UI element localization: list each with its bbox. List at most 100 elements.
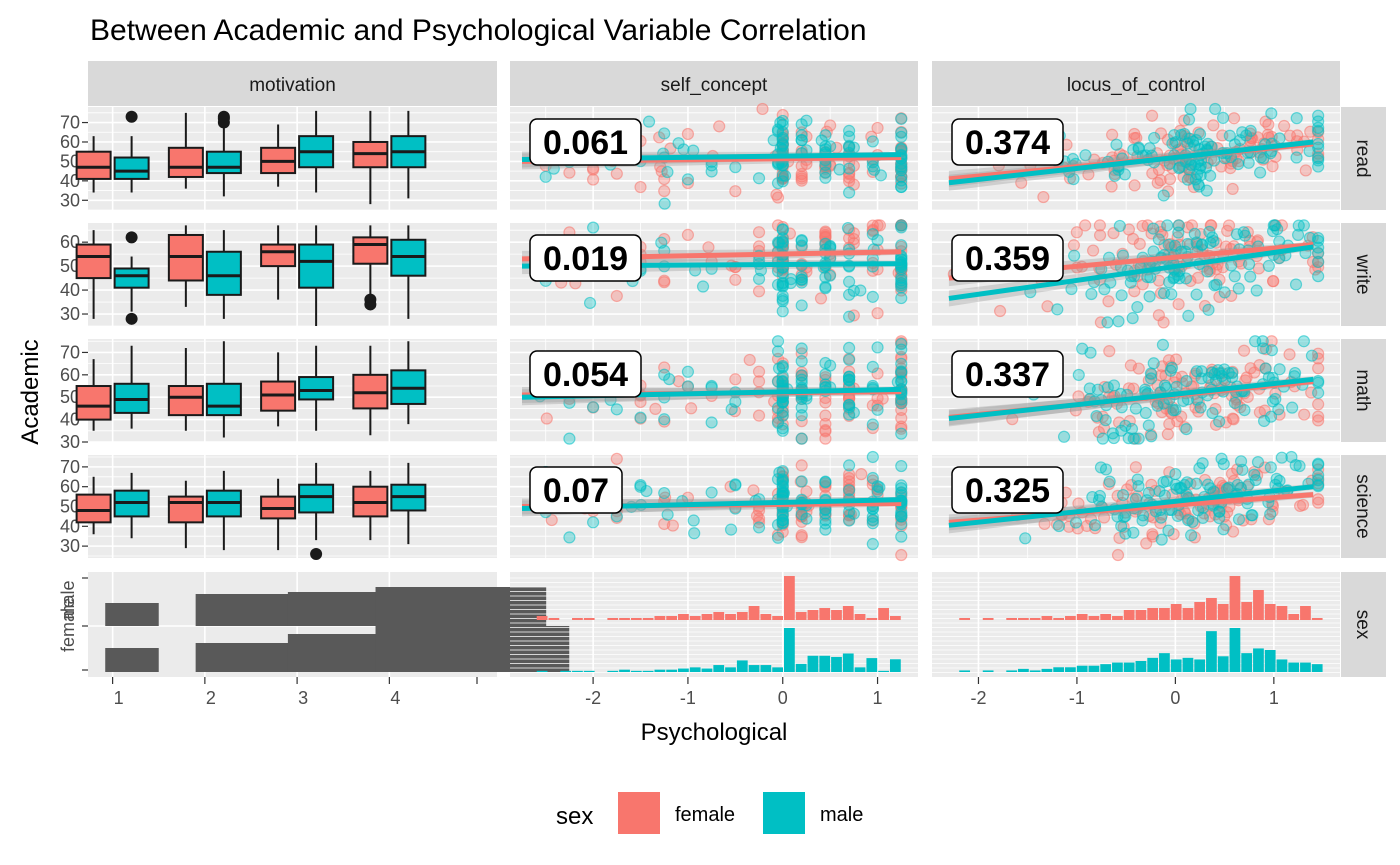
scatter-point [587, 516, 600, 529]
hist-bar-locus_of_control-male [1253, 648, 1264, 672]
scatter-point [1173, 481, 1186, 495]
scatter-point [833, 163, 846, 176]
scatter-point [1312, 386, 1325, 399]
scatter-point [776, 223, 789, 237]
scatter-point [1124, 276, 1137, 289]
scatter-point [752, 226, 766, 239]
hist-bar-self_concept-female [736, 612, 748, 620]
scatter-point [1132, 432, 1145, 445]
hist-bar-locus_of_control-female [1088, 616, 1100, 620]
legend: sex female male [556, 792, 863, 834]
scatter-point [1099, 414, 1112, 427]
scatter-point [1312, 246, 1325, 260]
scatter-point [705, 416, 718, 429]
hist-bar-locus_of_control-male [1159, 653, 1170, 672]
scatter-point [776, 276, 789, 289]
scatter-point [1222, 219, 1236, 232]
hist-bar-self_concept-female [819, 608, 831, 620]
scatter-point [1113, 219, 1126, 233]
scatter-point [895, 486, 908, 499]
boxplot-write-male-3 [298, 225, 335, 326]
correlation-label-science-self_concept: 0.07 [543, 472, 609, 510]
scatter-math-locus_of_control [948, 335, 1325, 445]
scatter-point [1164, 364, 1177, 377]
scatter-point [866, 290, 879, 303]
scatter-point [1312, 376, 1325, 389]
scatter-point [895, 530, 908, 543]
hist-bar-self_concept-male [583, 670, 595, 672]
scatter-point [696, 280, 710, 293]
scatter-point [1232, 158, 1245, 171]
hist-bar-self_concept-male [784, 628, 795, 672]
scatter-point [1178, 114, 1191, 127]
hist-bar-self_concept-female [583, 618, 595, 620]
scatter-point [1057, 430, 1071, 443]
scatter-point [795, 273, 808, 286]
scatter-point [1161, 219, 1174, 232]
scatter-point [1305, 349, 1319, 362]
y-tick-label: 60 [60, 477, 80, 497]
correlation-box [951, 234, 1064, 282]
hist-bar-locus_of_control-male [1041, 668, 1053, 672]
scatter-point [1202, 303, 1215, 316]
scatter-point [1129, 402, 1142, 415]
scatter-point [1264, 461, 1277, 474]
scatter-point [1182, 113, 1196, 126]
hist-bar-self_concept-female [772, 616, 784, 620]
scatter-point [661, 508, 674, 521]
scatter-point [895, 403, 908, 416]
scatter-point [795, 531, 808, 544]
scatter-point [1124, 359, 1137, 372]
boxplot-math-female-1 [75, 359, 112, 431]
scatter-point [1288, 366, 1302, 380]
scatter-point [1217, 457, 1230, 471]
scatter-point [814, 292, 828, 305]
scatter-point [866, 450, 879, 464]
boxplot-science-male-4 [390, 462, 427, 545]
scatter-point [866, 228, 879, 241]
scatter-point [795, 459, 808, 472]
scatter-point [1119, 527, 1132, 540]
boxplot-write-male-1 [113, 256, 150, 312]
scatter-point [771, 123, 785, 136]
scatter-point [776, 464, 789, 478]
panel-sex-self_concept [510, 572, 918, 677]
motivation-sex-bar-male-1 [105, 648, 159, 672]
correlation-box [951, 466, 1064, 514]
scatter-point [1145, 109, 1159, 122]
scatter-point [1068, 249, 1081, 262]
scatter-point [1312, 398, 1325, 411]
scatter-point [895, 427, 908, 440]
scatter-point [895, 160, 908, 173]
scatter-point [658, 276, 671, 289]
scatter-point [1102, 295, 1115, 308]
scatter-point [752, 521, 766, 534]
scatter-point [610, 403, 623, 416]
hist-bar-locus_of_control-female [1006, 618, 1018, 620]
scatter-point [819, 476, 832, 489]
scatter-point [1293, 459, 1306, 473]
hist-bar-self_concept-male [736, 660, 748, 672]
scatter-point [1103, 345, 1116, 358]
scatter-point [1201, 265, 1214, 278]
scatter-point [1019, 532, 1032, 545]
scatter-point [776, 422, 789, 435]
boxplot-science-male-1 [113, 472, 150, 539]
scatter-point [1072, 368, 1085, 382]
hist-bar-self_concept-male [607, 670, 619, 672]
y-tick-label: 50 [60, 387, 80, 407]
x-tick-label-motivation: 1 [114, 688, 124, 708]
scatter-point [795, 342, 808, 355]
scatter-point [795, 432, 808, 445]
strip-label-sex: sex [1352, 610, 1373, 640]
scatter-point [1093, 229, 1107, 242]
hist-bar-locus_of_control-female [1311, 618, 1323, 620]
scatter-point [841, 221, 855, 235]
scatter-point [795, 475, 808, 488]
scatter-point [895, 291, 908, 305]
hist-bar-self_concept-male [630, 670, 642, 672]
scatter-point [1312, 414, 1325, 427]
scatter-point [1161, 428, 1174, 441]
scatter-point [1127, 143, 1140, 156]
scatter-point [795, 376, 808, 389]
